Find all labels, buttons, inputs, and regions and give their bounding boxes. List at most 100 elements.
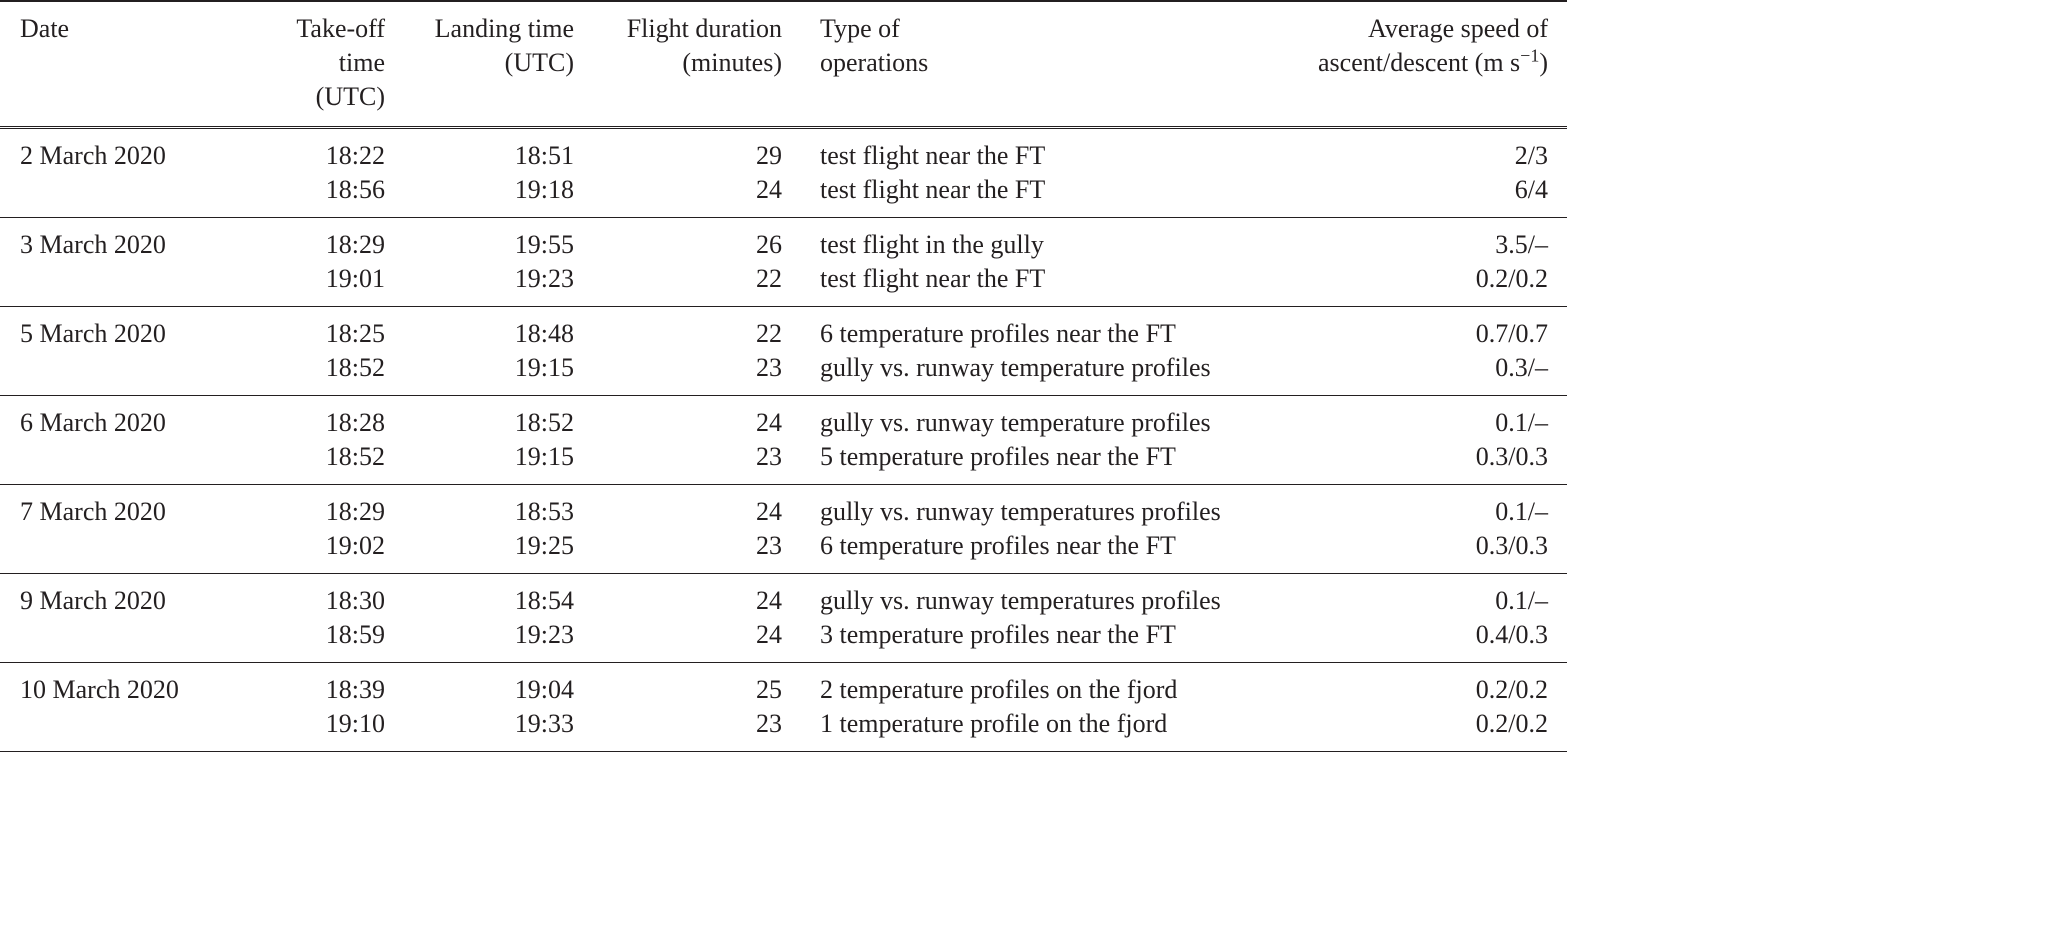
cell-takeoff: 18:28 (325, 408, 385, 437)
cell-duration: 29 (756, 141, 782, 170)
cell-date (0, 351, 250, 396)
cell-takeoff: 18:30 (325, 586, 385, 615)
cell-takeoff: 18:59 (325, 620, 385, 649)
table-row: 7 March 2020 18:29 18:53 24 gully vs. runway… (0, 485, 1567, 530)
cell-duration: 23 (756, 531, 782, 560)
cell-takeoff: 19:02 (325, 531, 385, 560)
cell-type: 2 temperature profiles on the fjord (820, 675, 1178, 704)
cell-landing: 19:04 (514, 675, 574, 704)
cell-landing: 19:33 (514, 709, 574, 738)
header-text: ) (1539, 48, 1548, 77)
cell-landing: 18:52 (514, 408, 574, 437)
cell-type: test flight near the FT (820, 264, 1046, 293)
cell-landing: 18:48 (514, 319, 574, 348)
header-text: Take-off time (296, 14, 385, 77)
cell-speed: 6/4 (1514, 175, 1548, 204)
cell-duration: 23 (756, 353, 782, 382)
cell-takeoff: 18:52 (325, 353, 385, 382)
cell-type: test flight in the gully (820, 230, 1044, 259)
table-row: 3 March 2020 18:29 19:55 26 test flight in t… (0, 218, 1567, 263)
cell-type: gully vs. runway temperatures profiles (820, 586, 1221, 615)
header-takeoff: Take-off time (UTC) (250, 1, 385, 128)
header-date: Date (0, 1, 250, 128)
cell-speed: 0.3/0.3 (1475, 442, 1548, 471)
date-group: 10 March 2020 18:39 19:04 25 2 temperature p… (0, 663, 1567, 752)
table-row: 18:52 19:15 23 gully vs. runway temperature… (0, 351, 1567, 396)
cell-speed: 2/3 (1514, 141, 1548, 170)
date-group: 7 March 2020 18:29 18:53 24 gully vs. runway… (0, 485, 1567, 574)
cell-landing: 19:23 (514, 620, 574, 649)
date-group: 9 March 2020 18:30 18:54 24 gully vs. runway… (0, 574, 1567, 663)
date-group: 2 March 2020 18:22 18:51 29 test flight near… (0, 128, 1567, 218)
cell-type: 6 temperature profiles near the FT (820, 531, 1176, 560)
cell-date: 5 March 2020 (20, 319, 166, 348)
cell-takeoff: 19:10 (325, 709, 385, 738)
table-row: 5 March 2020 18:25 18:48 22 6 temperature pr… (0, 307, 1567, 352)
cell-takeoff: 18:39 (325, 675, 385, 704)
cell-takeoff: 18:29 (325, 497, 385, 526)
cell-speed: 0.3/– (1495, 353, 1548, 382)
header-duration: Flight duration (minutes) (574, 1, 782, 128)
cell-takeoff: 18:52 (325, 442, 385, 471)
cell-takeoff: 18:22 (325, 141, 385, 170)
cell-date: 10 March 2020 (20, 675, 179, 704)
header-text: Average speed of (1368, 14, 1548, 43)
table-row: 19:01 19:23 22 test flight near the FT 0.2/0… (0, 262, 1567, 307)
cell-type: test flight near the FT (820, 175, 1046, 204)
header-type: Type of operations (782, 1, 1283, 128)
cell-takeoff: 18:25 (325, 319, 385, 348)
cell-landing: 19:15 (514, 442, 574, 471)
cell-takeoff: 18:56 (325, 175, 385, 204)
cell-takeoff: 18:29 (325, 230, 385, 259)
cell-duration: 24 (756, 497, 782, 526)
cell-landing: 18:54 (514, 586, 574, 615)
header-text: (UTC) (315, 82, 385, 111)
cell-landing: 19:23 (514, 264, 574, 293)
header-text: operations (820, 48, 929, 77)
cell-speed: 0.2/0.2 (1475, 709, 1548, 738)
cell-duration: 23 (756, 709, 782, 738)
cell-speed: 0.1/– (1495, 408, 1548, 437)
header-text: Type of (820, 14, 900, 43)
table-row: 19:10 19:33 23 1 temperature profile on the… (0, 707, 1567, 752)
date-group: 3 March 2020 18:29 19:55 26 test flight in t… (0, 218, 1567, 307)
cell-duration: 22 (756, 319, 782, 348)
cell-date (0, 173, 250, 218)
table-row: 2 March 2020 18:22 18:51 29 test flight near… (0, 128, 1567, 174)
cell-speed: 0.4/0.3 (1475, 620, 1548, 649)
cell-type: 1 temperature profile on the fjord (820, 709, 1168, 738)
header-landing: Landing time (UTC) (385, 1, 574, 128)
date-group: 6 March 2020 18:28 18:52 24 gully vs. runway… (0, 396, 1567, 485)
table-row: 9 March 2020 18:30 18:54 24 gully vs. runway… (0, 574, 1567, 619)
cell-date: 2 March 2020 (20, 141, 166, 170)
table-row: 18:56 19:18 24 test flight near the FT 6/4 (0, 173, 1567, 218)
header-text: Date (20, 14, 70, 43)
header-unit-exponent: −1 (1520, 45, 1540, 66)
header-text: ascent/descent (m s (1318, 48, 1521, 77)
cell-landing: 19:55 (514, 230, 574, 259)
table-row: 10 March 2020 18:39 19:04 25 2 temperature p… (0, 663, 1567, 708)
cell-speed: 0.3/0.3 (1475, 531, 1548, 560)
cell-speed: 0.2/0.2 (1475, 675, 1548, 704)
cell-date (0, 529, 250, 574)
cell-duration: 23 (756, 442, 782, 471)
cell-duration: 25 (756, 675, 782, 704)
cell-speed: 0.7/0.7 (1475, 319, 1548, 348)
cell-type: gully vs. runway temperature profiles (820, 408, 1211, 437)
cell-duration: 22 (756, 264, 782, 293)
cell-speed: 0.1/– (1495, 497, 1548, 526)
cell-type: gully vs. runway temperature profiles (820, 353, 1211, 382)
cell-type: 5 temperature profiles near the FT (820, 442, 1176, 471)
header-row: Date Take-off time (UTC) Landing time (UTC… (0, 1, 1567, 128)
table-row: 6 March 2020 18:28 18:52 24 gully vs. runway… (0, 396, 1567, 441)
cell-landing: 19:25 (514, 531, 574, 560)
cell-type: 3 temperature profiles near the FT (820, 620, 1176, 649)
cell-duration: 26 (756, 230, 782, 259)
date-group: 5 March 2020 18:25 18:48 22 6 temperature pr… (0, 307, 1567, 396)
cell-duration: 24 (756, 175, 782, 204)
cell-landing: 18:51 (514, 141, 574, 170)
cell-type: gully vs. runway temperatures profiles (820, 497, 1221, 526)
cell-landing: 18:53 (514, 497, 574, 526)
cell-speed: 3.5/– (1495, 230, 1548, 259)
flights-table: Date Take-off time (UTC) Landing time (UTC… (0, 1, 1567, 752)
